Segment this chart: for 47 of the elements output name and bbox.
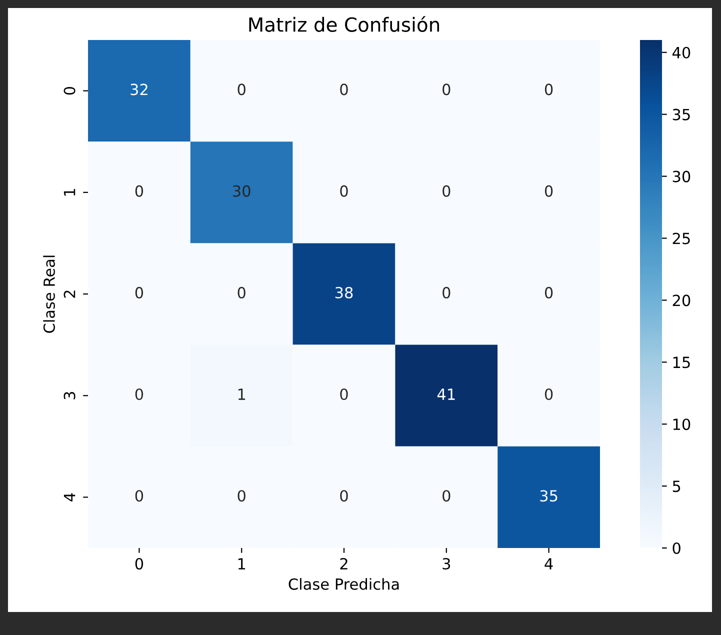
y-tick-label: 4 xyxy=(64,493,76,502)
data-label: 0 xyxy=(340,84,348,96)
x-tick-label: 1 xyxy=(238,558,246,570)
color-bar-label: 30 xyxy=(672,170,690,182)
color-bar-label: 40 xyxy=(672,46,690,58)
color-bar-label: 20 xyxy=(672,294,690,306)
data-label: 0 xyxy=(135,286,144,298)
data-label: 0 xyxy=(340,185,348,197)
data-label: 30 xyxy=(233,185,250,197)
data-label: 41 xyxy=(437,388,455,400)
color-bar-label: 35 xyxy=(672,108,690,120)
data-label: 0 xyxy=(442,490,450,502)
color-bar-label: 25 xyxy=(672,232,690,244)
x-tick-label: 2 xyxy=(340,558,348,570)
data-label: 0 xyxy=(238,490,246,502)
x-tick-label: 0 xyxy=(135,558,144,570)
data-label: 0 xyxy=(544,388,553,400)
data-label: 0 xyxy=(544,185,553,197)
data-label: 0 xyxy=(135,388,144,400)
color-bar-label: 5 xyxy=(672,480,680,492)
color-bar-label: 0 xyxy=(672,542,680,554)
data-label: 35 xyxy=(540,490,558,502)
data-label: 0 xyxy=(135,185,144,197)
data-label: 0 xyxy=(442,84,450,96)
chart-title: Matriz de Confusión xyxy=(249,16,440,32)
data-label: 0 xyxy=(544,286,553,298)
data-label: 1 xyxy=(238,388,246,400)
data-label: 0 xyxy=(135,490,144,502)
color-bar-label: 10 xyxy=(673,418,690,430)
x-axis-title: Clase Predicha xyxy=(288,578,399,590)
x-tick-label: 4 xyxy=(544,558,553,570)
data-label: 0 xyxy=(544,84,553,96)
data-label: 0 xyxy=(340,388,348,400)
y-tick-label: 0 xyxy=(64,86,76,95)
y-tick-label: 2 xyxy=(64,290,76,298)
data-label: 32 xyxy=(130,84,148,96)
data-label: 0 xyxy=(442,286,450,298)
y-tick-label: 1 xyxy=(64,188,76,196)
data-label: 0 xyxy=(442,185,450,197)
y-axis-title: Clase Real xyxy=(43,256,55,333)
data-label: 0 xyxy=(238,84,246,96)
y-tick-label: 3 xyxy=(64,392,76,400)
data-label: 0 xyxy=(340,490,348,502)
color-bar-label: 15 xyxy=(673,356,690,368)
x-tick-label: 3 xyxy=(442,558,450,570)
data-label: 38 xyxy=(335,286,353,298)
data-label: 0 xyxy=(238,286,246,298)
